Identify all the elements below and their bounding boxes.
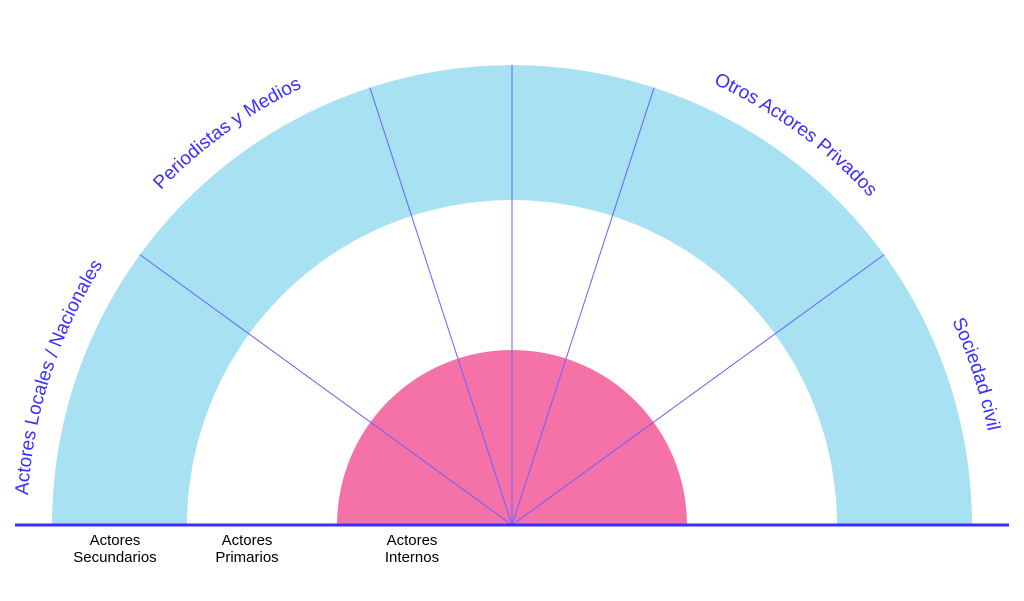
stakeholder-semicircle-diagram: Actores Locales / NacionalesPeriodistas …	[0, 0, 1024, 596]
ring-label: ActoresPrimarios	[215, 532, 278, 566]
ring-label: ActoresInternos	[385, 532, 439, 566]
ring-label: ActoresSecundarios	[73, 532, 156, 566]
